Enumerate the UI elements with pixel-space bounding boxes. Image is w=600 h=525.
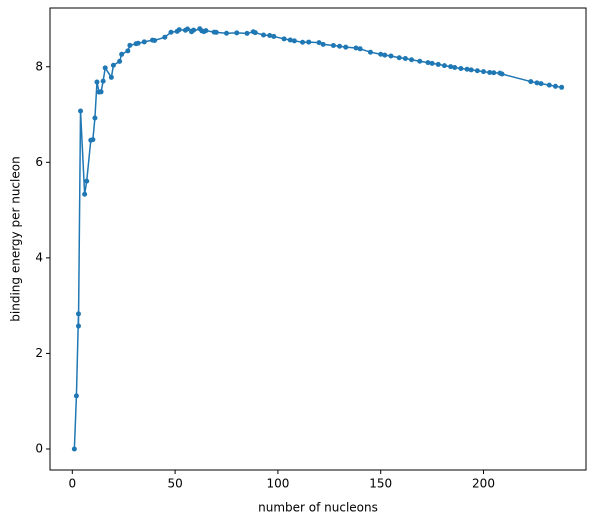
data-point (382, 52, 388, 58)
data-point (117, 58, 123, 64)
data-point (353, 45, 359, 51)
data-point (127, 42, 133, 48)
data-point (291, 38, 297, 44)
data-point (152, 37, 158, 43)
data-point (94, 79, 100, 85)
data-point (78, 108, 84, 114)
data-point (92, 115, 98, 121)
data-point (300, 39, 306, 45)
y-tick-label: 8 (35, 59, 43, 73)
data-point (468, 67, 474, 73)
data-point (234, 30, 240, 36)
data-point (110, 62, 116, 68)
data-point (452, 64, 458, 70)
data-point (320, 41, 326, 47)
data-point (552, 83, 558, 89)
data-point (458, 66, 464, 72)
data-point (441, 63, 447, 69)
data-line (73, 27, 562, 450)
data-point (396, 55, 402, 61)
data-point (271, 33, 277, 39)
data-point (417, 58, 423, 64)
data-point (73, 393, 79, 399)
data-point (261, 32, 267, 38)
y-axis-label: binding energy per nucleon (9, 156, 23, 321)
data-point (491, 70, 497, 76)
data-point (287, 37, 293, 43)
plot-frame (49, 7, 587, 471)
x-tick-label: 200 (472, 477, 495, 491)
data-point (388, 53, 394, 59)
x-tick-label: 0 (68, 477, 76, 491)
data-point (135, 40, 141, 46)
data-point (487, 69, 493, 75)
data-point (203, 28, 209, 34)
data-point (367, 49, 373, 55)
data-point (75, 323, 81, 329)
data-point (316, 40, 322, 46)
data-point (448, 64, 454, 70)
data-point (546, 82, 552, 88)
data-point (464, 66, 470, 72)
data-point (189, 29, 195, 35)
data-point (435, 61, 441, 67)
data-point (98, 89, 104, 95)
data-point (244, 30, 250, 36)
data-point (528, 79, 534, 85)
x-tick-label: 50 (167, 477, 182, 491)
y-tick-label: 6 (35, 155, 43, 169)
x-tick-label: 150 (369, 477, 392, 491)
data-point (82, 191, 88, 197)
data-point (538, 81, 544, 87)
data-point (184, 26, 190, 32)
x-axis-label: number of nucleons (258, 501, 378, 515)
data-point (281, 36, 287, 42)
data-point (481, 69, 487, 75)
data-point (168, 29, 174, 35)
data-point (267, 33, 273, 39)
data-point (252, 30, 258, 36)
data-point (409, 57, 415, 63)
y-tick-label: 4 (35, 250, 43, 264)
data-point (71, 446, 77, 452)
data-point (429, 60, 435, 66)
data-point (330, 43, 336, 49)
data-point (306, 39, 312, 45)
data-point (102, 65, 108, 71)
y-tick-label: 0 (35, 441, 43, 455)
data-point (337, 43, 343, 49)
data-point (499, 71, 505, 77)
data-point (474, 68, 480, 74)
data-point (425, 60, 431, 66)
data-point (343, 44, 349, 50)
y-tick-label: 2 (35, 346, 43, 360)
data-point (213, 29, 219, 35)
data-point (162, 34, 168, 40)
data-point (75, 311, 81, 317)
data-point (100, 78, 106, 84)
data-point (357, 46, 363, 52)
data-point (559, 84, 565, 90)
data-point (176, 27, 182, 33)
data-point (224, 30, 230, 36)
data-point (90, 137, 96, 143)
data-point (84, 178, 90, 184)
data-point (119, 51, 125, 57)
data-point (402, 55, 408, 61)
data-point (378, 51, 384, 57)
data-point (534, 80, 540, 86)
x-tick-label: 100 (266, 477, 289, 491)
data-point (141, 39, 147, 45)
data-point (125, 48, 131, 54)
data-point (108, 74, 114, 80)
